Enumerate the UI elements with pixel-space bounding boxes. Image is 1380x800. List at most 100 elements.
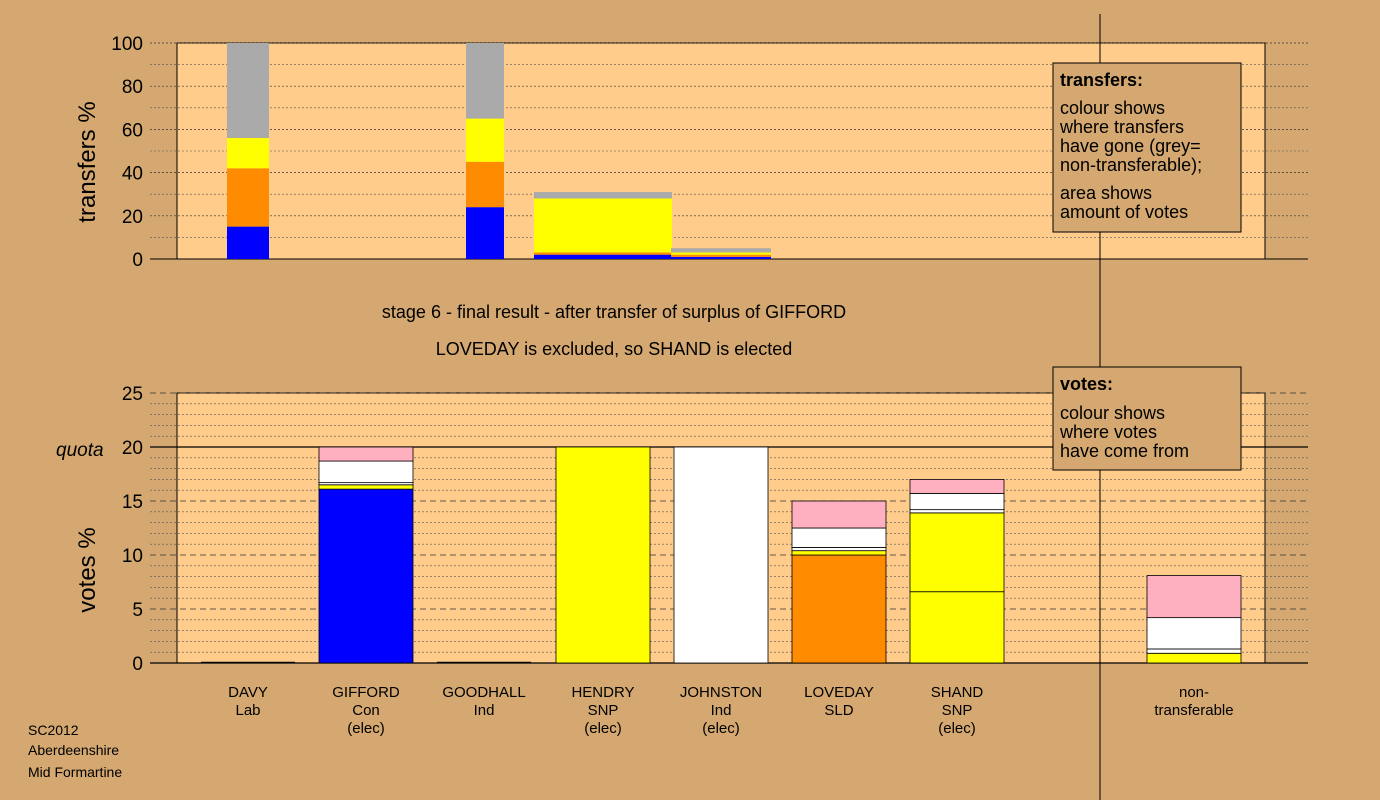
- transfer-bar-johnston: [671, 248, 771, 259]
- vote-bar-gifford: [318, 446, 414, 664]
- votes-bars: [201, 446, 1242, 664]
- bar-segment: [791, 500, 887, 529]
- transfers-legend-box: [1052, 62, 1242, 233]
- bar-segment: [227, 138, 269, 169]
- transfers-legend-line: area shows: [1060, 183, 1152, 203]
- bar-segment: [1146, 652, 1242, 664]
- y-tick-label: 25: [122, 384, 143, 405]
- candidate-detail: (elec): [584, 720, 622, 737]
- bar-segment: [227, 168, 269, 227]
- votes-legend-box: [1052, 366, 1242, 471]
- transfers-legend-line: colour shows: [1060, 98, 1165, 118]
- bar-segment: [909, 512, 1005, 593]
- bar-segment: [318, 446, 414, 462]
- vote-bar-loveday: [791, 500, 887, 664]
- vote-bar-johnston: [673, 446, 769, 664]
- transfers-y-ticks: 0 20 40 60 80 100: [111, 34, 143, 271]
- transfers-y-axis-label: transfers %: [74, 101, 101, 222]
- transfers-bars: [227, 43, 771, 259]
- bar-segment: [466, 43, 504, 119]
- candidate-name: GOODHALL: [442, 684, 525, 701]
- votes-y-axis-label: votes %: [74, 527, 101, 612]
- candidate-detail: SNP: [588, 702, 619, 719]
- bar-segment: [791, 554, 887, 664]
- bar-segment: [791, 547, 887, 552]
- y-tick-label: 40: [122, 164, 143, 185]
- bar-segment: [1146, 617, 1242, 650]
- candidate-detail: (elec): [938, 720, 976, 737]
- bar-segment: [1146, 648, 1242, 654]
- bar-segment: [791, 527, 887, 548]
- bar-segment: [318, 460, 414, 484]
- y-tick-label: 100: [111, 34, 143, 55]
- bar-segment: [534, 252, 672, 255]
- transfers-legend-line: non-transferable);: [1060, 155, 1202, 175]
- stage-subtitle: LOVEDAY is excluded, so SHAND is elected: [436, 339, 793, 359]
- vote-bar-shand: [909, 478, 1005, 664]
- stage-title: stage 6 - final result - after transfer …: [382, 302, 846, 322]
- y-tick-label: 0: [132, 250, 143, 271]
- votes-legend: votes: colour shows where votes have com…: [1052, 366, 1242, 471]
- footer-line: SC2012: [28, 722, 79, 738]
- votes-legend-title: votes:: [1060, 374, 1113, 394]
- bar-segment: [909, 591, 1005, 664]
- bar-segment: [534, 198, 672, 253]
- candidate-name: non-: [1179, 684, 1209, 701]
- candidate-name: HENDRY: [571, 684, 634, 701]
- candidate-detail: Ind: [711, 702, 732, 719]
- votes-legend-line: colour shows: [1060, 403, 1165, 423]
- candidate-name: JOHNSTON: [680, 684, 762, 701]
- transfer-bar-hendry: [534, 192, 672, 259]
- bar-segment: [555, 446, 651, 664]
- y-tick-label: 5: [132, 600, 143, 621]
- candidate-name: DAVY: [228, 684, 268, 701]
- bar-segment: [227, 43, 269, 139]
- bar-segment: [227, 226, 269, 259]
- bar-segment: [466, 161, 504, 208]
- bar-segment: [1146, 575, 1242, 619]
- bar-segment: [909, 509, 1005, 514]
- transfers-legend-line: where transfers: [1059, 117, 1184, 137]
- bar-segment: [466, 207, 504, 259]
- footer-line: Mid Formartine: [28, 764, 122, 780]
- votes-legend-line: where votes: [1059, 422, 1157, 442]
- candidate-detail: transferable: [1154, 702, 1233, 719]
- bar-segment: [909, 478, 1005, 494]
- bar-segment: [318, 484, 414, 490]
- candidate-detail: (elec): [702, 720, 740, 737]
- bar-segment: [671, 254, 771, 257]
- candidate-detail: SNP: [942, 702, 973, 719]
- y-tick-label: 10: [122, 546, 143, 567]
- transfers-legend-title: transfers:: [1060, 70, 1143, 90]
- y-tick-label: 20: [122, 438, 143, 459]
- bar-segment: [671, 252, 771, 255]
- footer-line: Aberdeenshire: [28, 742, 119, 758]
- bar-segment: [671, 256, 771, 259]
- bar-segment: [791, 550, 887, 556]
- bar-segment: [318, 488, 414, 664]
- candidate-name: SHAND: [931, 684, 984, 701]
- candidate-detail: Con: [352, 702, 380, 719]
- y-tick-label: 60: [122, 120, 143, 141]
- bar-segment: [671, 248, 771, 253]
- bar-segment: [466, 118, 504, 162]
- vote-bar-non: [1146, 575, 1242, 664]
- y-tick-label: 0: [132, 654, 143, 675]
- candidate-name: GIFFORD: [332, 684, 400, 701]
- vote-bar-hendry: [555, 446, 651, 664]
- transfers-legend-line: have gone (grey=: [1060, 136, 1201, 156]
- transfer-bar-goodhall: [466, 43, 504, 259]
- quota-label: quota: [56, 440, 104, 461]
- bar-segment: [673, 446, 769, 664]
- transfers-legend-line: amount of votes: [1060, 202, 1188, 222]
- votes-y-ticks: 0 5 10 15 20 25: [122, 384, 143, 675]
- candidate-detail: Lab: [235, 702, 260, 719]
- y-tick-label: 20: [122, 207, 143, 228]
- bar-segment: [909, 493, 1005, 511]
- bar-segment: [534, 254, 672, 259]
- transfers-legend: transfers: colour shows where transfers …: [1052, 62, 1242, 233]
- y-tick-label: 15: [122, 492, 143, 513]
